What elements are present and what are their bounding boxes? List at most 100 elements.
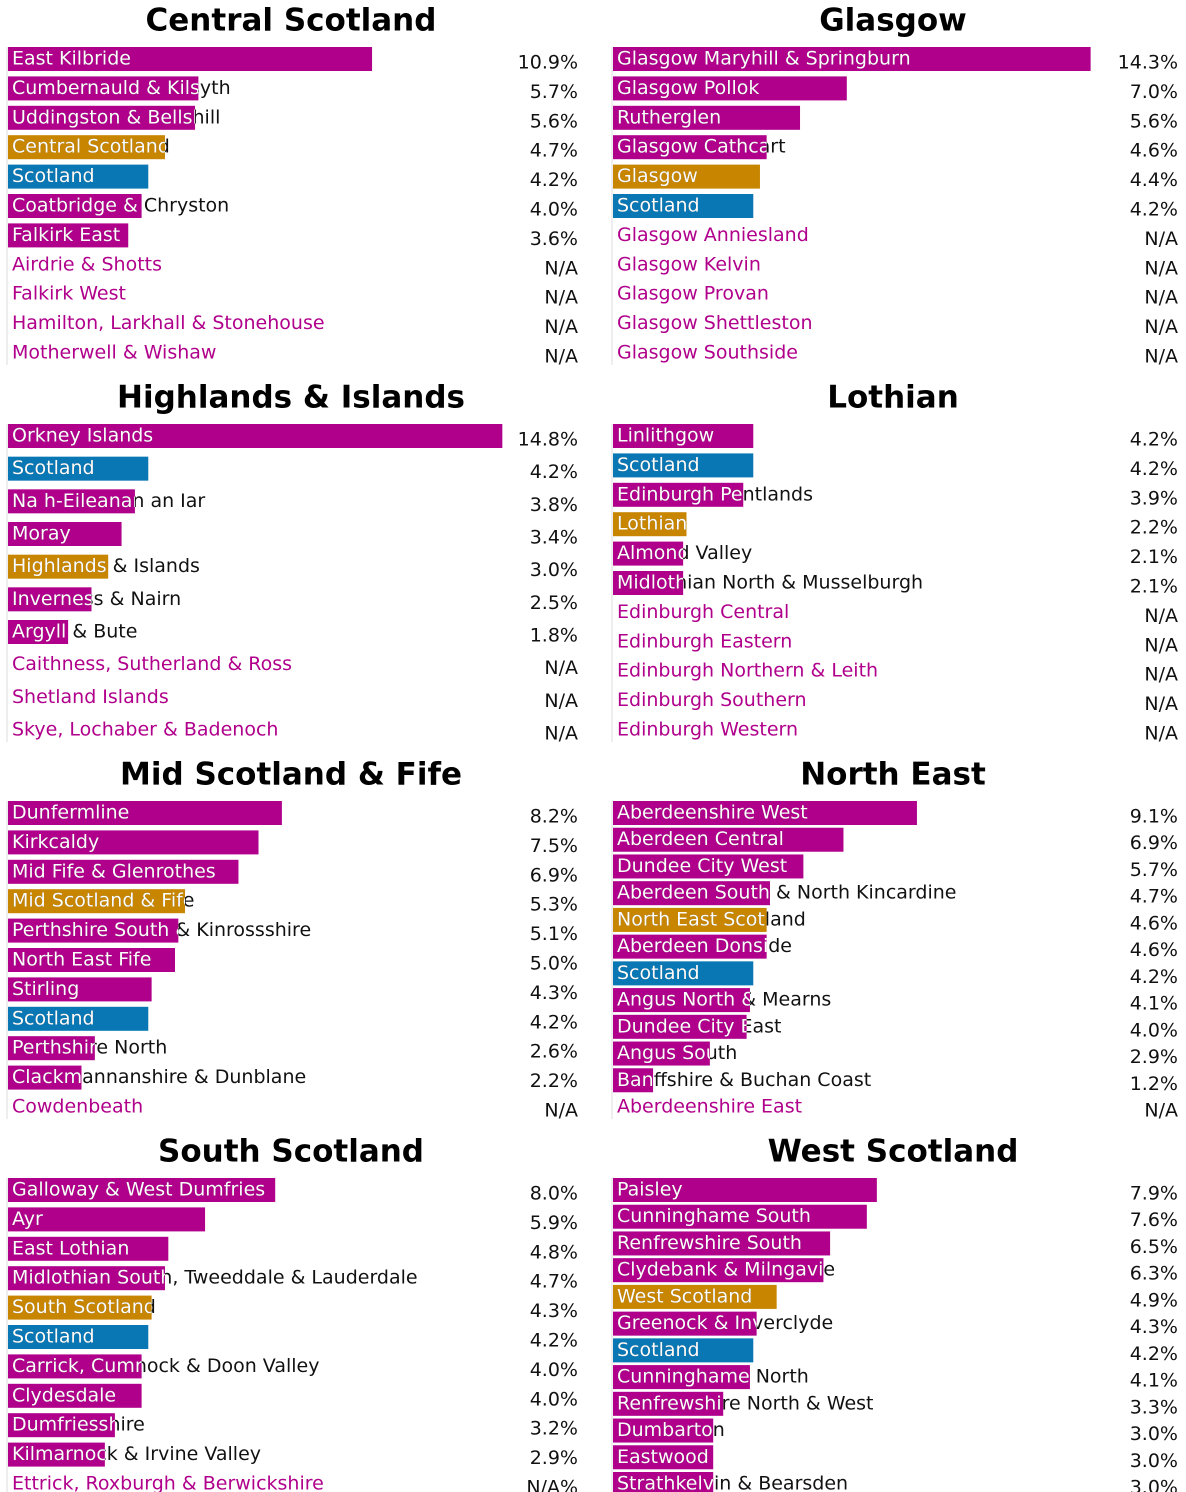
bar-label-inside: Stirling <box>12 978 79 1000</box>
bar-label: Glasgow Pollok <box>617 77 759 99</box>
value-label: 9.1% <box>1130 806 1178 828</box>
bar-label: Stirling <box>12 978 79 1000</box>
bar <box>8 1354 142 1379</box>
value-label: N/A <box>1144 664 1178 686</box>
bar-label: Edinburgh Central <box>617 601 789 623</box>
bar-label-inside: Scotland <box>617 962 700 984</box>
bar-label: Inverness & Nairn <box>12 588 181 610</box>
value-label: 5.7% <box>530 81 578 103</box>
value-label: 4.0% <box>1130 1019 1178 1041</box>
value-label: N/A <box>1144 605 1178 627</box>
bar <box>8 489 135 514</box>
bar-label: Glasgow Maryhill & Springburn <box>617 48 911 70</box>
bar-label: Perthshire South & Kinrossshire <box>12 919 311 941</box>
bar-label: Galloway & West Dumfries <box>12 1179 265 1201</box>
value-label: 4.0% <box>530 199 578 221</box>
value-label: N/A <box>544 257 578 279</box>
bar-label-inside: Midlothian North & Musselburgh <box>617 572 923 594</box>
bar <box>8 1036 95 1061</box>
value-label: 4.3% <box>530 982 578 1004</box>
bar-label-inside: Perthshire South & Kinrossshire <box>12 919 311 941</box>
bar-label: Scotland <box>617 454 700 476</box>
bar-label: Ayr <box>12 1208 43 1230</box>
bar <box>8 1266 165 1291</box>
bar-label: Scotland <box>12 1007 95 1029</box>
value-label: 2.1% <box>1130 546 1178 568</box>
value-label: 6.9% <box>1130 832 1178 854</box>
bar-label: Angus South <box>617 1042 737 1064</box>
value-label: 3.0% <box>1130 1477 1178 1492</box>
bar-label: Aberdeenshire East <box>617 1096 802 1118</box>
value-label: 4.6% <box>1130 912 1178 934</box>
bar-label-inside: Angus North & Mearns <box>617 989 831 1011</box>
value-label: 5.1% <box>530 923 578 945</box>
bar-label: East Lothian <box>12 1237 129 1259</box>
value-label: N/A% <box>526 1477 578 1492</box>
bar <box>8 554 109 579</box>
bar-label-inside: Moray <box>12 523 71 545</box>
panel-title: Glasgow <box>819 3 967 39</box>
bar <box>8 948 175 972</box>
bar-label-inside: North East Scotland <box>617 908 806 930</box>
bar <box>613 1204 867 1229</box>
panel-title: South Scotland <box>158 1134 424 1170</box>
bar-label-inside: Aberdeenshire West <box>617 802 808 824</box>
bar-label: Glasgow Anniesland <box>617 224 809 246</box>
value-label: 4.2% <box>1130 1343 1178 1365</box>
bar-label: Dumbarton <box>617 1419 725 1441</box>
bar <box>613 1068 654 1093</box>
bar-label: Edinburgh Southern <box>617 689 807 711</box>
bar-label: Edinburgh Pentlands <box>617 483 813 505</box>
bar <box>613 512 687 537</box>
value-label: 1.2% <box>1130 1073 1178 1095</box>
bar-label: Airdrie & Shotts <box>12 253 162 275</box>
bar <box>613 105 801 130</box>
value-label: 4.2% <box>1130 458 1178 480</box>
bar-label: Argyll & Bute <box>12 621 137 643</box>
value-label: 4.7% <box>530 140 578 162</box>
bar <box>613 1231 831 1256</box>
bar-label: Caithness, Sutherland & Ross <box>12 653 292 675</box>
value-label: N/A <box>544 346 578 368</box>
bar <box>8 1442 105 1467</box>
bar <box>613 482 744 507</box>
value-label: 4.2% <box>530 461 578 483</box>
value-label: 4.2% <box>1130 199 1178 221</box>
value-label: 7.0% <box>1130 81 1178 103</box>
bar-label: Aberdeen Central <box>617 828 784 850</box>
bar-label: Mid Fife & Glenrothes <box>12 860 216 882</box>
bar-label: Moray <box>12 523 71 545</box>
value-label: N/A <box>1144 316 1178 338</box>
bar-label-inside: Linlithgow <box>617 425 714 447</box>
bar-label: Dundee City East <box>617 1015 781 1037</box>
bar <box>8 424 503 448</box>
bar-label: Eastwood <box>617 1446 709 1468</box>
bar-label: Cunninghame South <box>617 1205 811 1227</box>
bar <box>8 1413 115 1438</box>
bar-label-inside: Scotland <box>12 1007 95 1029</box>
bar-label-inside: Aberdeen South & North Kincardine <box>617 882 956 904</box>
value-label: 4.6% <box>1130 939 1178 961</box>
value-label: 4.0% <box>530 1388 578 1410</box>
bar <box>8 1295 152 1320</box>
bar <box>613 1418 714 1443</box>
bar-label-inside: North East Fife <box>12 949 151 971</box>
bar <box>613 961 754 986</box>
value-label: 8.2% <box>530 806 578 828</box>
bar-label: Rutherglen <box>617 106 721 128</box>
value-label: 10.9% <box>518 52 578 74</box>
bar-label-inside: South Scotland <box>12 1296 156 1318</box>
bar-label: Edinburgh Eastern <box>617 630 792 652</box>
bar <box>613 1472 714 1492</box>
bar-label: Central Scotland <box>12 136 170 158</box>
bar-label-inside: Dumbarton <box>617 1419 725 1441</box>
bar-label: Banffshire & Buchan Coast <box>617 1069 871 1091</box>
value-label: 2.5% <box>530 592 578 614</box>
bar-label-inside: Scotland <box>12 1326 95 1348</box>
bar <box>613 801 917 825</box>
bar-label-inside: Edinburgh Pentlands <box>617 483 813 505</box>
bar-label: Scotland <box>12 1326 95 1348</box>
panel-title: Lothian <box>827 380 959 416</box>
value-label: 7.9% <box>1130 1183 1178 1205</box>
value-label: 5.6% <box>1130 110 1178 132</box>
